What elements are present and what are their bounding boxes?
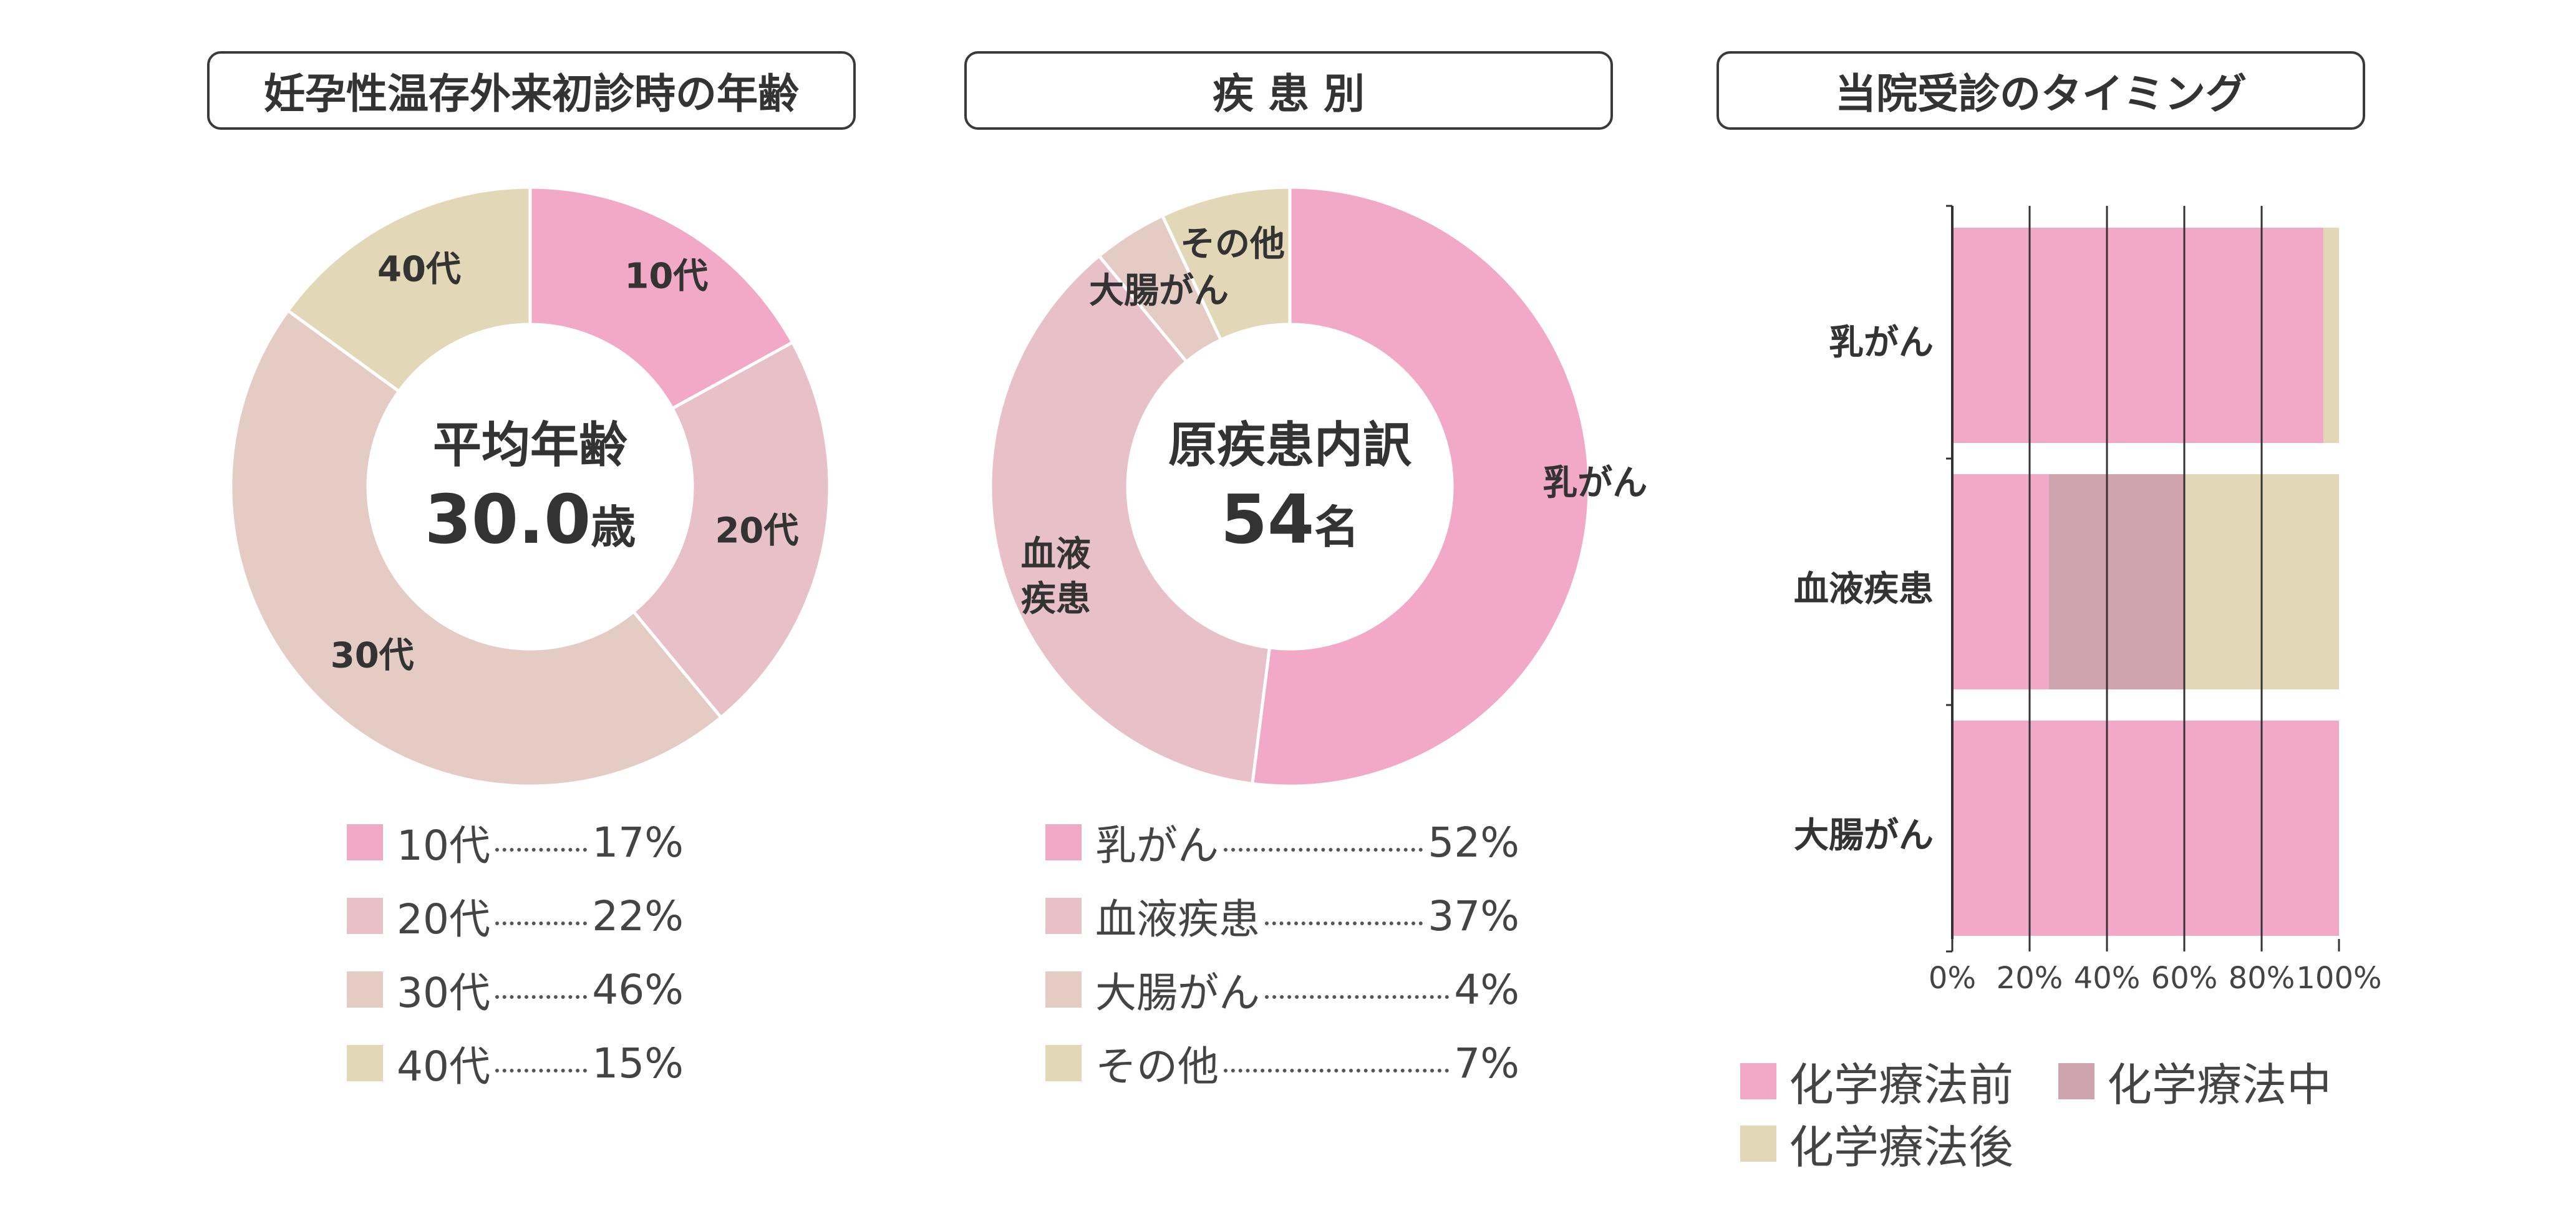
age-legend-item-2: 20代 22% — [347, 891, 684, 943]
disease-legend-value-2: 37% — [1428, 892, 1519, 940]
disease-slice-1 — [1251, 185, 1591, 788]
timing-category-label-3: 大腸がん — [1794, 815, 1934, 856]
age-legend-leader-3 — [495, 995, 588, 999]
age-slice-2 — [631, 340, 831, 720]
age-legend-label-2: 20代 — [397, 895, 490, 943]
age-legend-label-4: 40代 — [397, 1043, 490, 1091]
timing-x-tick-label-3: 60% — [2151, 961, 2218, 996]
age-legend-leader-4 — [495, 1069, 588, 1072]
disease-center-unit: 名 — [1314, 501, 1359, 553]
timing-panel: 当院受診のタイミング 乳がん血液疾患大腸がん 0% 20% 40% 60% 80% 100… — [1684, 0, 2576, 1206]
timing-legend-item-1: 化学療法前 — [1740, 1048, 2013, 1114]
age-center-unit: 歳 — [591, 501, 636, 553]
disease-legend: 乳がん 52% 血液疾患 37% 大腸がん 4% その他 7% — [1045, 817, 1519, 1092]
timing-bar-2-1 — [1952, 474, 2049, 689]
timing-x-tick-label-4: 80% — [2228, 961, 2295, 996]
age-slice-1 — [528, 185, 795, 411]
disease-legend-leader-4 — [1224, 1069, 1450, 1072]
timing-x-tick-label-5: 100% — [2296, 961, 2382, 996]
disease-legend-leader-3 — [1265, 995, 1450, 999]
age-legend-swatch-1 — [347, 824, 383, 860]
age-legend-value-4: 15% — [592, 1039, 684, 1087]
age-slice-3 — [229, 308, 724, 788]
timing-bar-1-1 — [1952, 228, 2324, 443]
disease-legend-label-3: 大腸がん — [1095, 969, 1260, 1017]
disease-slice-label-2: 血液疾患 — [1021, 534, 1091, 620]
timing-legend-label-1: 化学療法前 — [1789, 1059, 2014, 1111]
disease-legend-item-4: その他 7% — [1045, 1038, 1519, 1091]
age-legend-value-2: 22% — [592, 892, 684, 940]
age-legend-swatch-3 — [347, 971, 383, 1008]
disease-legend-swatch-1 — [1045, 824, 1082, 860]
age-legend-leader-2 — [495, 922, 588, 925]
age-center-line2: 30.0歳 — [425, 481, 636, 559]
age-slice-label-2: 20代 — [715, 510, 798, 551]
timing-x-tick-label-2: 40% — [2073, 961, 2141, 996]
disease-legend-label-4: その他 — [1095, 1043, 1219, 1091]
age-legend-swatch-2 — [347, 898, 383, 934]
disease-legend-value-3: 4% — [1454, 965, 1519, 1014]
age-legend-item-4: 40代 15% — [347, 1038, 684, 1091]
age-legend-item-3: 30代 46% — [347, 965, 684, 1017]
timing-bar-1-3 — [2323, 228, 2339, 443]
disease-legend-value-4: 7% — [1454, 1039, 1519, 1087]
age-slice-label-1: 10代 — [624, 256, 708, 297]
age-legend-label-3: 30代 — [397, 969, 490, 1017]
timing-legend-item-3: 化学療法後 — [1740, 1111, 2013, 1176]
timing-legend-swatch-3 — [1740, 1125, 1776, 1162]
disease-legend-leader-2 — [1265, 922, 1423, 925]
age-legend-swatch-4 — [347, 1045, 383, 1081]
age-legend: 10代 17% 20代 22% 30代 46% 40代 15% — [347, 817, 684, 1092]
disease-legend-label-2: 血液疾患 — [1095, 895, 1260, 943]
disease-slice-4 — [1160, 185, 1292, 343]
disease-slice-label-4: その他 — [1180, 224, 1285, 265]
timing-legend-label-3: 化学療法後 — [1789, 1121, 2014, 1174]
disease-slice-label-3: 大腸がん — [1089, 271, 1229, 311]
timing-title: 当院受診のタイミング — [1717, 51, 2365, 130]
disease-legend-value-1: 52% — [1428, 818, 1519, 867]
age-center-line1: 平均年齢 — [433, 417, 627, 474]
age-slice-label-3: 30代 — [331, 636, 414, 676]
age-center-value: 30.0 — [425, 481, 591, 559]
disease-legend-leader-1 — [1224, 848, 1423, 852]
timing-legend-label-2: 化学療法中 — [2107, 1059, 2332, 1111]
age-slice-4 — [286, 185, 532, 394]
age-panel: 妊孕性温存外来初診時の年齢 10代 20代 30代 40代 平均年齢 30.0歳 10… — [0, 0, 873, 1206]
age-donut-chart: 10代 20代 30代 40代 平均年齢 30.0歳 — [229, 185, 831, 788]
disease-slice-label-1: 乳がん — [1542, 463, 1647, 503]
age-legend-label-1: 10代 — [397, 822, 490, 870]
age-legend-item-1: 10代 17% — [347, 817, 684, 870]
timing-bar-chart — [1946, 205, 2340, 953]
disease-legend-swatch-3 — [1045, 971, 1082, 1008]
disease-center-line1: 原疾患内訳 — [1168, 417, 1412, 474]
disease-panel: 疾 患 別 乳がん 血液疾患 大腸がん その他 原疾患内訳 54名 乳がん 52% 血液疾… — [873, 0, 1684, 1206]
disease-center-value: 54 — [1221, 481, 1314, 559]
disease-slice-2 — [989, 253, 1272, 786]
disease-legend-item-1: 乳がん 52% — [1045, 817, 1519, 870]
disease-legend-swatch-2 — [1045, 898, 1082, 934]
age-legend-leader-1 — [495, 848, 588, 852]
disease-legend-label-1: 乳がん — [1095, 822, 1219, 870]
age-legend-value-1: 17% — [592, 818, 684, 867]
disease-legend-item-2: 血液疾患 37% — [1045, 891, 1519, 943]
timing-bar-2-2 — [2049, 474, 2184, 689]
timing-bar-3-1 — [1952, 721, 2339, 936]
age-title: 妊孕性温存外来初診時の年齢 — [207, 51, 856, 130]
disease-legend-swatch-4 — [1045, 1045, 1082, 1081]
disease-legend-item-3: 大腸がん 4% — [1045, 965, 1519, 1017]
timing-x-tick-label-0: 0% — [1928, 961, 1977, 996]
timing-legend-item-2: 化学療法中 — [2058, 1048, 2331, 1114]
disease-center-line2: 54名 — [1221, 481, 1359, 559]
disease-title: 疾 患 別 — [964, 51, 1613, 130]
age-legend-value-3: 46% — [592, 965, 684, 1014]
timing-category-label-1: 乳がん — [1829, 322, 1934, 363]
age-slice-label-4: 40代 — [377, 249, 461, 289]
timing-x-tick-label-1: 20% — [1996, 961, 2063, 996]
timing-category-label-2: 血液疾患 — [1794, 568, 1934, 610]
timing-legend-swatch-2 — [2058, 1063, 2094, 1099]
timing-legend-swatch-1 — [1740, 1063, 1776, 1099]
